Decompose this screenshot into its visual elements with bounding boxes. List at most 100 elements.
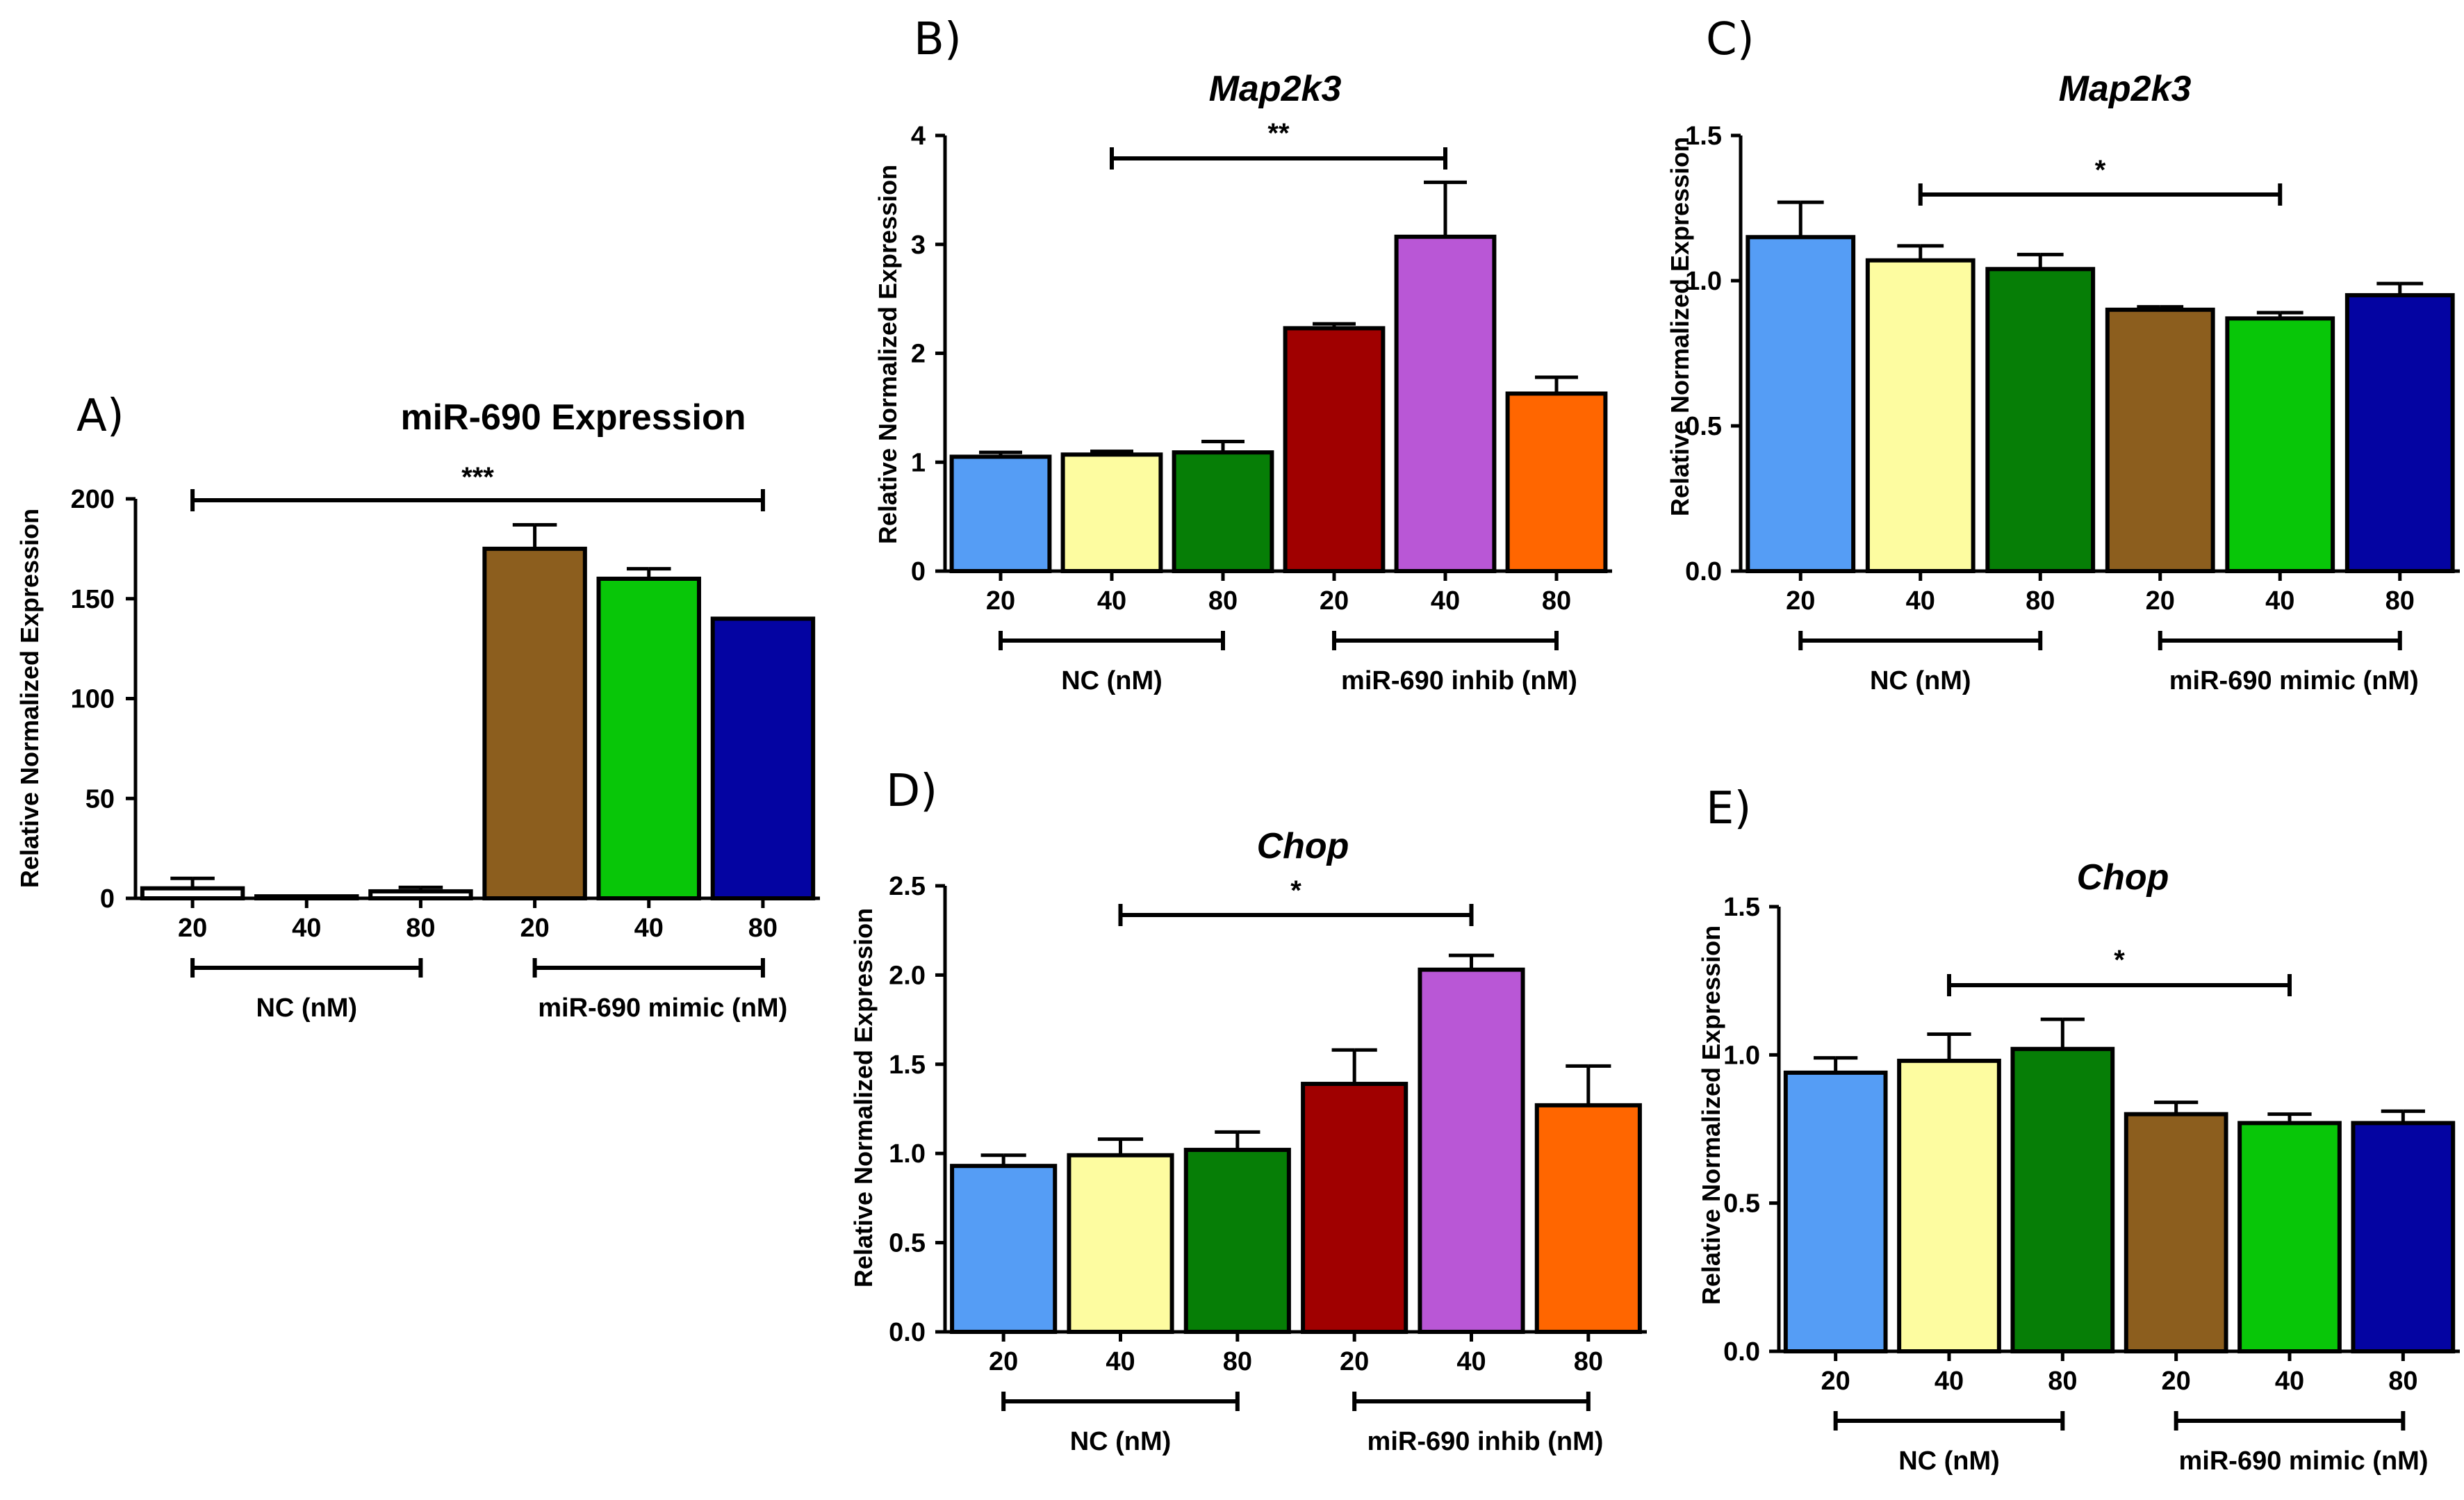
- x-tick-label: 80: [1574, 1347, 1603, 1376]
- chart-title: Map2k3: [2059, 69, 2192, 109]
- x-tick-label: 80: [2385, 586, 2415, 616]
- bar-6: [710, 616, 816, 900]
- bar-1: [140, 886, 245, 900]
- y-tick-label: 150: [71, 585, 115, 614]
- bar-3: [2010, 1046, 2115, 1354]
- x-tick-label: 20: [1320, 586, 1349, 616]
- panel-letter: A): [76, 390, 124, 442]
- y-axis-label: Relative Normalized Expression: [1666, 137, 1694, 516]
- x-tick-label: 40: [1106, 1347, 1135, 1376]
- significance-stars: *: [2114, 945, 2125, 975]
- bar-3: [368, 889, 473, 900]
- group-label: miR-690 mimic (nM): [538, 994, 787, 1023]
- significance-stars: *: [1290, 875, 1301, 906]
- bar-5: [1418, 967, 1525, 1335]
- group-label: miR-690 inhib (nM): [1341, 666, 1577, 695]
- x-tick-label: 20: [2146, 586, 2175, 616]
- bar-3: [1985, 267, 2096, 573]
- y-tick-label: 1.5: [889, 1050, 926, 1080]
- x-tick-label: 20: [2162, 1367, 2191, 1396]
- chart-panel-a: A) miR-690 Expression Relative Normalized …: [15, 390, 820, 1023]
- bar-1: [950, 1164, 1058, 1335]
- y-tick-label: 1.0: [889, 1139, 926, 1169]
- group-label: NC (nM): [256, 994, 357, 1023]
- y-tick-label: 0.5: [889, 1229, 926, 1258]
- y-tick-label: 100: [71, 685, 115, 714]
- significance-stars: ***: [461, 462, 494, 493]
- significance-stars: **: [1267, 118, 1290, 149]
- x-tick-label: 20: [1821, 1367, 1850, 1396]
- group-label: NC (nM): [1898, 1447, 2000, 1476]
- bar-5: [596, 577, 701, 900]
- group-label: NC (nM): [1870, 666, 1971, 695]
- bar-4: [482, 546, 587, 900]
- bar-4: [1283, 326, 1386, 573]
- y-tick-label: 2: [911, 340, 926, 369]
- bar-2: [1060, 452, 1163, 574]
- panel-letter: E): [1706, 783, 1751, 834]
- x-tick-label: 40: [1935, 1367, 1964, 1396]
- chart-panel-b: B) Map2k3 Relative Normalized Expression 0 1…: [873, 14, 1612, 695]
- bar-3: [1183, 1148, 1291, 1334]
- group-label: miR-690 mimic (nM): [2169, 666, 2419, 695]
- x-tick-label: 80: [406, 914, 435, 943]
- x-tick-label: 20: [178, 914, 207, 943]
- bar-5: [1394, 234, 1497, 573]
- bar-1: [1783, 1070, 1888, 1354]
- x-tick-label: 40: [2265, 586, 2294, 616]
- bar-3: [1172, 450, 1274, 574]
- x-tick-label: 20: [1786, 586, 1815, 616]
- panel-letter: C): [1706, 14, 1755, 65]
- x-tick-label: 80: [748, 914, 778, 943]
- y-tick-label: 50: [85, 784, 115, 814]
- chart-panel-e: E) Chop Relative Normalized Expression 0.0 0…: [1697, 783, 2460, 1476]
- bar-4: [2124, 1112, 2228, 1353]
- y-axis-label: Relative Normalized Expression: [1697, 925, 1725, 1305]
- x-tick-label: 80: [1223, 1347, 1252, 1376]
- group-label: NC (nM): [1061, 666, 1163, 695]
- bar-2: [1897, 1058, 2001, 1354]
- bar-1: [949, 454, 1052, 573]
- bar-6: [1534, 1103, 1642, 1334]
- y-tick-label: 0.0: [1723, 1337, 1760, 1367]
- x-tick-label: 80: [2388, 1367, 2417, 1396]
- x-tick-label: 20: [1340, 1347, 1369, 1376]
- bar-2: [1865, 258, 1976, 573]
- x-tick-label: 20: [989, 1347, 1018, 1376]
- y-tick-label: 0.5: [1685, 412, 1722, 441]
- bar-2: [254, 894, 359, 900]
- bar-6: [2344, 292, 2455, 573]
- x-tick-label: 80: [2048, 1367, 2077, 1396]
- x-tick-label: 80: [2026, 586, 2055, 616]
- x-tick-label: 40: [1097, 586, 1126, 616]
- y-tick-label: 0.5: [1723, 1189, 1760, 1219]
- chart-title: Map2k3: [1209, 69, 1342, 109]
- y-tick-label: 1.0: [1723, 1041, 1760, 1070]
- y-tick-label: 2.0: [889, 961, 926, 990]
- y-axis-label: Relative Normalized Expression: [849, 908, 878, 1287]
- y-tick-label: 1.0: [1685, 267, 1722, 296]
- bar-5: [2225, 316, 2335, 573]
- group-label: NC (nM): [1070, 1427, 1172, 1456]
- y-tick-label: 1.5: [1723, 893, 1760, 922]
- bar-4: [2105, 307, 2215, 573]
- significance-stars: *: [2095, 155, 2106, 186]
- bar-2: [1067, 1153, 1174, 1334]
- y-tick-label: 200: [71, 485, 115, 514]
- y-tick-label: 3: [911, 231, 926, 260]
- x-tick-label: 20: [986, 586, 1015, 616]
- y-tick-label: 4: [911, 122, 926, 151]
- bar-5: [2237, 1121, 2342, 1353]
- x-tick-label: 20: [520, 914, 549, 943]
- y-axis-label: Relative Normalized Expression: [15, 509, 44, 888]
- x-tick-label: 80: [1542, 586, 1571, 616]
- x-tick-label: 40: [1906, 586, 1935, 616]
- y-tick-label: 0.0: [1685, 557, 1722, 586]
- y-tick-label: 1: [911, 448, 926, 477]
- chart-panel-d: D) Chop Relative Normalized Expression 0.0 0…: [849, 766, 1647, 1456]
- bar-6: [2351, 1121, 2456, 1353]
- panel-letter: B): [914, 14, 962, 65]
- group-label: miR-690 inhib (nM): [1367, 1427, 1604, 1456]
- y-axis-label: Relative Normalized Expression: [873, 165, 902, 544]
